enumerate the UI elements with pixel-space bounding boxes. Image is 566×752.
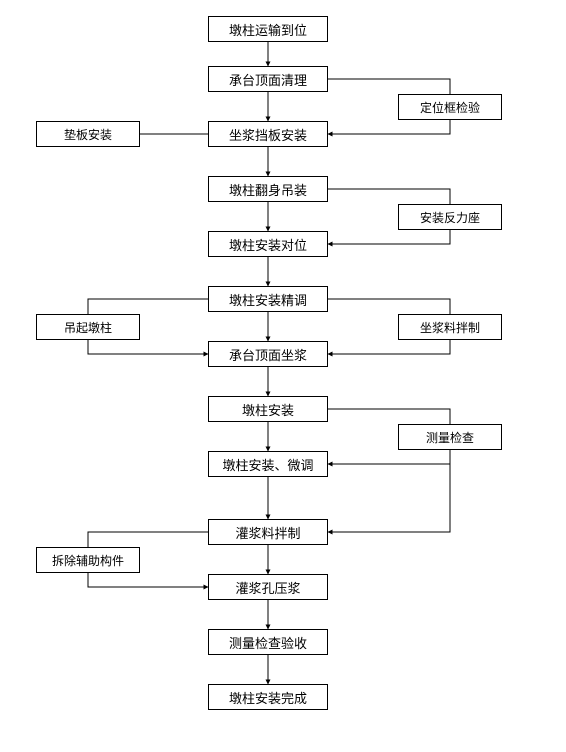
flow-node-s7: 拆除辅助构件: [36, 547, 140, 573]
flow-node-n11: 灌浆孔压浆: [208, 574, 328, 600]
flow-node-label: 拆除辅助构件: [52, 552, 124, 569]
flow-node-s6: 测量检查: [398, 424, 502, 450]
flow-node-label: 墩柱安装、微调: [222, 455, 313, 474]
flowchart-canvas: 墩柱运输到位承台顶面清理坐浆挡板安装墩柱翻身吊装墩柱安装对位墩柱安装精调承台顶面…: [0, 0, 566, 752]
flow-node-label: 吊起墩柱: [64, 319, 112, 336]
flow-node-label: 定位框检验: [420, 99, 480, 116]
flow-node-n13: 墩柱安装完成: [208, 684, 328, 710]
flow-node-label: 灌浆料拌制: [235, 523, 300, 542]
flow-node-n12: 测量检查验收: [208, 629, 328, 655]
flow-node-label: 墩柱翻身吊装: [229, 180, 307, 199]
flow-node-n8: 墩柱安装: [208, 396, 328, 422]
flow-node-label: 墩柱运输到位: [229, 20, 307, 39]
flow-node-label: 墩柱安装: [242, 400, 294, 419]
flow-node-label: 坐浆挡板安装: [229, 125, 307, 144]
flow-node-s1: 定位框检验: [398, 94, 502, 120]
flow-node-n5: 墩柱安装对位: [208, 231, 328, 257]
flow-node-n7: 承台顶面坐浆: [208, 341, 328, 367]
flow-node-s3: 安装反力座: [398, 204, 502, 230]
flow-node-label: 灌浆孔压浆: [235, 578, 300, 597]
flow-node-n6: 墩柱安装精调: [208, 286, 328, 312]
flow-node-n4: 墩柱翻身吊装: [208, 176, 328, 202]
flow-node-n10: 灌浆料拌制: [208, 519, 328, 545]
flow-node-s2: 垫板安装: [36, 121, 140, 147]
flow-node-s5: 坐浆料拌制: [398, 314, 502, 340]
flow-node-n2: 承台顶面清理: [208, 66, 328, 92]
flow-node-label: 坐浆料拌制: [420, 319, 480, 336]
flow-node-label: 测量检查: [426, 429, 474, 446]
flow-node-label: 墩柱安装完成: [229, 688, 307, 707]
flow-node-n9: 墩柱安装、微调: [208, 451, 328, 477]
flow-node-s4: 吊起墩柱: [36, 314, 140, 340]
flow-node-label: 承台顶面坐浆: [229, 345, 307, 364]
flow-node-n1: 墩柱运输到位: [208, 16, 328, 42]
flow-node-n3: 坐浆挡板安装: [208, 121, 328, 147]
flow-node-label: 承台顶面清理: [229, 70, 307, 89]
flow-node-label: 垫板安装: [64, 126, 112, 143]
flow-node-label: 测量检查验收: [229, 633, 307, 652]
flow-node-label: 安装反力座: [420, 209, 480, 226]
flow-node-label: 墩柱安装精调: [229, 290, 307, 309]
flow-node-label: 墩柱安装对位: [229, 235, 307, 254]
